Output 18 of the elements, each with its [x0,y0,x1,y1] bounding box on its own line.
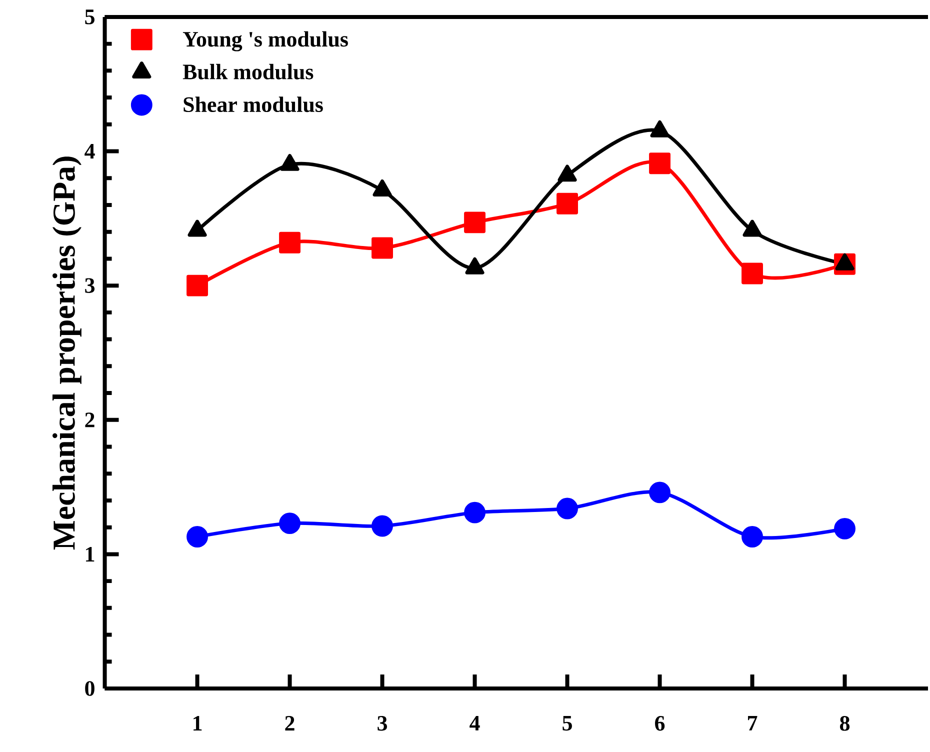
x-tick-label: 5 [562,716,572,730]
legend-label: Young 's modulus [182,31,348,52]
y-axis-title: Mechanical properties (GPa) [52,156,82,550]
x-tick-label: 4 [470,716,480,730]
y-tick-label: 1 [86,546,94,562]
legend-label: Bulk modulus [182,64,314,80]
legend-label: Shear modulus [184,96,323,112]
y-tick-label: 3 [85,278,95,293]
x-tick-label: 8 [840,716,850,731]
x-tick-label: 1 [194,716,202,730]
y-tick-label: 0 [85,680,94,696]
x-tick-label: 3 [378,716,388,731]
x-tick-label: 7 [748,716,758,730]
y-tick-label: 5 [85,9,94,24]
x-tick-label: 2 [285,716,294,730]
y-tick-label: 4 [84,144,95,158]
x-tick-label: 6 [655,716,665,731]
y-tick-label: 2 [85,412,94,427]
